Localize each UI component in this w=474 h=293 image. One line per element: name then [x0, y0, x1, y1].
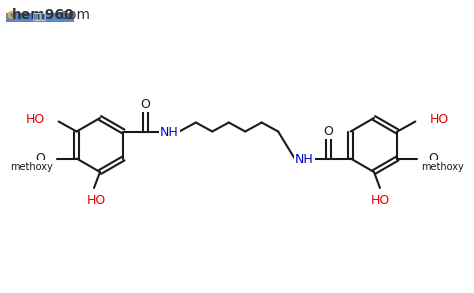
Text: methoxy: methoxy	[421, 161, 464, 171]
Text: NH: NH	[160, 126, 179, 139]
Text: O: O	[324, 125, 334, 138]
Text: O: O	[428, 152, 438, 165]
Text: .com: .com	[57, 8, 91, 22]
FancyBboxPatch shape	[6, 13, 74, 22]
Text: c: c	[6, 8, 14, 22]
Text: hem960: hem960	[12, 8, 74, 22]
Text: HO: HO	[429, 113, 448, 126]
Text: O: O	[36, 152, 46, 165]
Text: HO: HO	[26, 113, 45, 126]
Text: methoxy: methoxy	[10, 161, 53, 171]
Text: HO: HO	[86, 194, 106, 207]
Text: HO: HO	[370, 194, 390, 207]
Text: O: O	[140, 98, 150, 111]
Text: NH: NH	[295, 153, 314, 166]
Text: 化工网: 化工网	[33, 13, 47, 21]
